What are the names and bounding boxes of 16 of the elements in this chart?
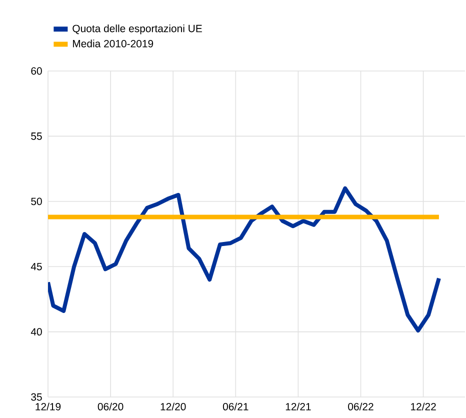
- line-series: [48, 186, 441, 332]
- y-tick-label: 35: [31, 393, 42, 401]
- legend-label: Media 2010-2019: [73, 40, 154, 48]
- legend-label: Quota delle esportazioni UE: [72, 24, 202, 34]
- x-tick-label: 12/19: [36, 402, 61, 410]
- x-tick-label: 12/20: [160, 402, 186, 410]
- y-tick-label: 50: [31, 198, 42, 206]
- x-tick-label: 06/20: [98, 402, 124, 410]
- x-tick-label: 12/22: [411, 402, 436, 410]
- x-tick-label: 06/21: [222, 402, 248, 410]
- y-tick-label: 55: [31, 132, 42, 140]
- x-tick-label: 06/22: [348, 402, 374, 410]
- x-tick-label: 12/21: [286, 402, 311, 410]
- y-tick-label: 40: [30, 328, 42, 336]
- y-tick-label: 60: [31, 67, 42, 75]
- y-tick-label: 45: [30, 262, 42, 270]
